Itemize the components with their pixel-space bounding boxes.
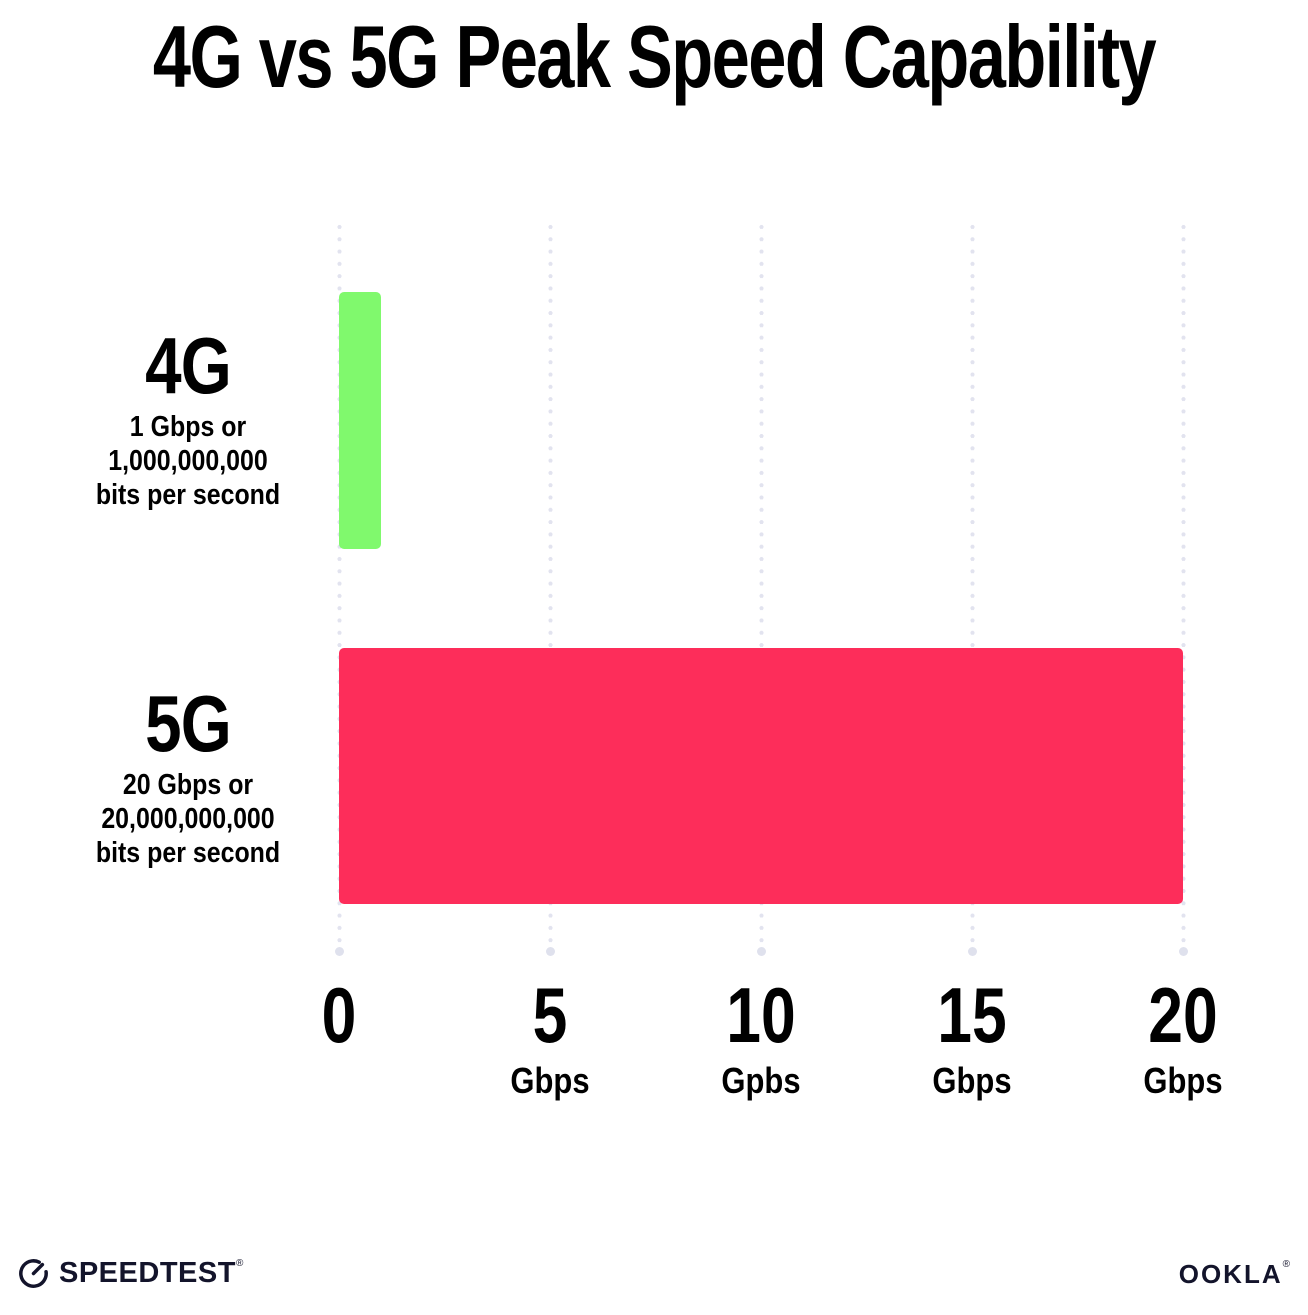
gridline-0 — [335, 222, 344, 956]
ookla-wordmark: OOKLA — [1178, 1259, 1283, 1289]
tick-value: 15 — [937, 971, 1007, 1059]
tick-value: 0 — [321, 971, 357, 1059]
category-name: 4G — [145, 321, 232, 410]
tick-unit: Gbps — [510, 1060, 590, 1101]
gridline-end-dot — [757, 947, 766, 956]
tick-value: 20 — [1148, 971, 1218, 1059]
gridline-10 — [757, 222, 766, 956]
bar-5g — [339, 648, 1183, 904]
tick-unit: Gbps — [932, 1060, 1012, 1101]
description-line: 20 Gbps or — [122, 769, 254, 801]
x-tick-0: 0 — [229, 976, 449, 1063]
registered-mark: ® — [235, 1258, 244, 1269]
category-name: 5G — [145, 679, 232, 768]
x-tick-15: 15 Gbps — [862, 976, 1082, 1099]
speedtest-wordmark: SPEEDTEST® — [59, 1257, 244, 1289]
category-label-5g: 5G 20 Gbps or 20,000,000,000 bits per se… — [30, 684, 346, 870]
gridline-5 — [546, 222, 555, 956]
description-line: 20,000,000,000 — [101, 803, 275, 835]
description-line: bits per second — [95, 479, 281, 511]
tick-value: 5 — [532, 971, 568, 1059]
x-tick-5: 5 Gbps — [440, 976, 660, 1099]
registered-mark: ® — [1282, 1259, 1292, 1270]
category-description: 1 Gbps or 1,000,000,000 bits per second — [52, 410, 324, 512]
gridline-end-dot — [335, 947, 344, 956]
speedtest-logo: SPEEDTEST® — [17, 1257, 244, 1290]
gridline-20 — [1179, 222, 1188, 956]
bars-container — [339, 0, 1183, 1315]
bar-4g — [339, 292, 382, 549]
speedtest-gauge-icon — [19, 1259, 48, 1288]
chart-title: 4G vs 5G Peak Speed Capability — [152, 7, 1157, 106]
gridline-end-dot — [546, 947, 555, 956]
description-line: 1,000,000,000 — [108, 445, 268, 477]
tick-unit: Gbps — [1143, 1060, 1223, 1101]
category-description: 20 Gbps or 20,000,000,000 bits per secon… — [52, 768, 324, 870]
description-line: 1 Gbps or — [129, 411, 247, 443]
gridline-15 — [968, 222, 977, 956]
tick-unit: Gpbs — [721, 1060, 801, 1101]
x-tick-20: 20 Gbps — [1073, 976, 1293, 1099]
tick-value: 10 — [726, 971, 796, 1059]
ookla-logo: OOKLA® — [1179, 1259, 1292, 1290]
gridline-end-dot — [1179, 947, 1188, 956]
description-line: bits per second — [95, 837, 281, 869]
gridline-end-dot — [968, 947, 977, 956]
x-tick-10: 10 Gpbs — [651, 976, 871, 1099]
category-label-4g: 4G 1 Gbps or 1,000,000,000 bits per seco… — [30, 326, 346, 512]
